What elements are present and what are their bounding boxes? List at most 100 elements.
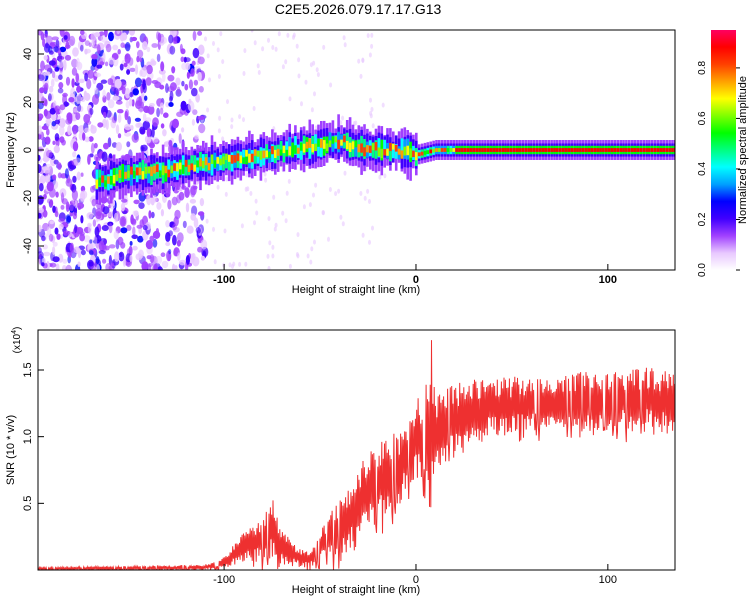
noise-mark [78, 78, 85, 84]
ridge-mark [265, 150, 268, 158]
noise-mark [131, 234, 138, 240]
ridge-mark [239, 155, 243, 164]
noise-mark [43, 109, 48, 117]
noise-mark [165, 220, 170, 228]
noise-mark [59, 118, 66, 128]
noise-mark [197, 246, 203, 253]
ridge-mark [409, 148, 412, 158]
noise-mark [80, 30, 85, 36]
snr-data [38, 340, 675, 570]
noise-mark [190, 213, 196, 221]
noise-mark [281, 64, 285, 70]
noise-mark [43, 64, 52, 71]
noise-mark [98, 240, 105, 251]
noise-mark [98, 31, 105, 36]
noise-mark [357, 58, 361, 64]
noise-mark [152, 264, 158, 270]
noise-mark [245, 172, 249, 178]
ridge-mark [394, 144, 398, 152]
noise-mark [91, 198, 97, 207]
noise-mark [120, 202, 126, 212]
noise-mark [160, 61, 165, 72]
noise-mark [263, 171, 267, 177]
x-tick-label: 0 [413, 274, 419, 286]
ridge-mark [259, 150, 263, 160]
ridge-mark [328, 140, 332, 148]
noise-mark [371, 123, 375, 129]
noise-mark [120, 42, 125, 48]
ridge-mark [492, 148, 496, 152]
noise-mark [44, 173, 51, 184]
noise-mark [156, 107, 161, 118]
noise-mark [273, 226, 277, 232]
noise-mark [64, 168, 69, 179]
spectrogram-y-label: Frequency (Hz) [5, 112, 17, 188]
noise-mark [176, 194, 182, 204]
noise-mark [337, 188, 341, 194]
noise-mark [151, 80, 159, 84]
noise-mark [142, 79, 146, 90]
noise-mark [244, 261, 248, 267]
noise-mark [329, 82, 333, 88]
noise-mark [108, 244, 116, 249]
noise-mark [112, 44, 119, 51]
ridge-mark [98, 177, 101, 186]
noise-mark [339, 120, 343, 126]
noise-mark [224, 191, 228, 197]
ridge-mark [535, 148, 539, 152]
spectrogram-y-axis: -40 -20 0 20 40 [22, 48, 44, 254]
noise-mark [182, 220, 187, 229]
noise-mark [157, 32, 162, 43]
noise-mark [308, 202, 312, 208]
noise-mark [54, 210, 59, 218]
noise-mark [310, 246, 314, 252]
noise-mark [192, 47, 200, 59]
ridge-mark [121, 172, 125, 181]
colorbar-tick-label: 0.8 [697, 61, 708, 75]
noise-mark [124, 132, 131, 137]
ridge-mark [389, 143, 392, 162]
ridge-mark [115, 174, 119, 181]
noise-mark [117, 113, 122, 123]
ridge-mark [435, 148, 438, 152]
ridge-mark [533, 148, 536, 152]
noise-mark [312, 60, 316, 66]
ridge-mark [210, 154, 214, 176]
noise-mark [322, 44, 326, 50]
noise-mark [368, 239, 371, 245]
noise-mark [223, 228, 227, 234]
noise-mark [87, 69, 95, 79]
ridge-mark [380, 148, 384, 159]
noise-mark [225, 176, 229, 182]
noise-mark [138, 106, 145, 112]
ridge-mark [587, 148, 591, 152]
ridge-mark [665, 148, 668, 152]
noise-mark [131, 36, 138, 42]
noise-mark [79, 233, 85, 242]
noise-mark [300, 101, 303, 107]
ridge-mark [616, 148, 620, 152]
ridge-mark [299, 142, 303, 151]
noise-mark [363, 195, 367, 201]
ridge-mark [184, 159, 188, 167]
noise-mark [313, 239, 316, 245]
noise-mark [142, 113, 147, 122]
y-tick-label: 0.5 [22, 496, 34, 511]
noise-mark [95, 211, 102, 220]
noise-mark [52, 256, 60, 263]
ridge-mark [133, 170, 136, 178]
ridge-mark [216, 157, 219, 164]
noise-mark [316, 72, 320, 78]
noise-mark [89, 107, 94, 116]
noise-mark [126, 69, 131, 75]
noise-mark [268, 240, 272, 246]
noise-mark [52, 174, 57, 180]
noise-mark [132, 226, 136, 236]
noise-mark [38, 224, 42, 233]
ridge-mark [135, 167, 139, 176]
noise-mark [75, 112, 81, 120]
ridge-mark [348, 142, 352, 152]
noise-mark [126, 141, 131, 148]
noise-mark [44, 71, 51, 76]
noise-mark [160, 252, 166, 257]
